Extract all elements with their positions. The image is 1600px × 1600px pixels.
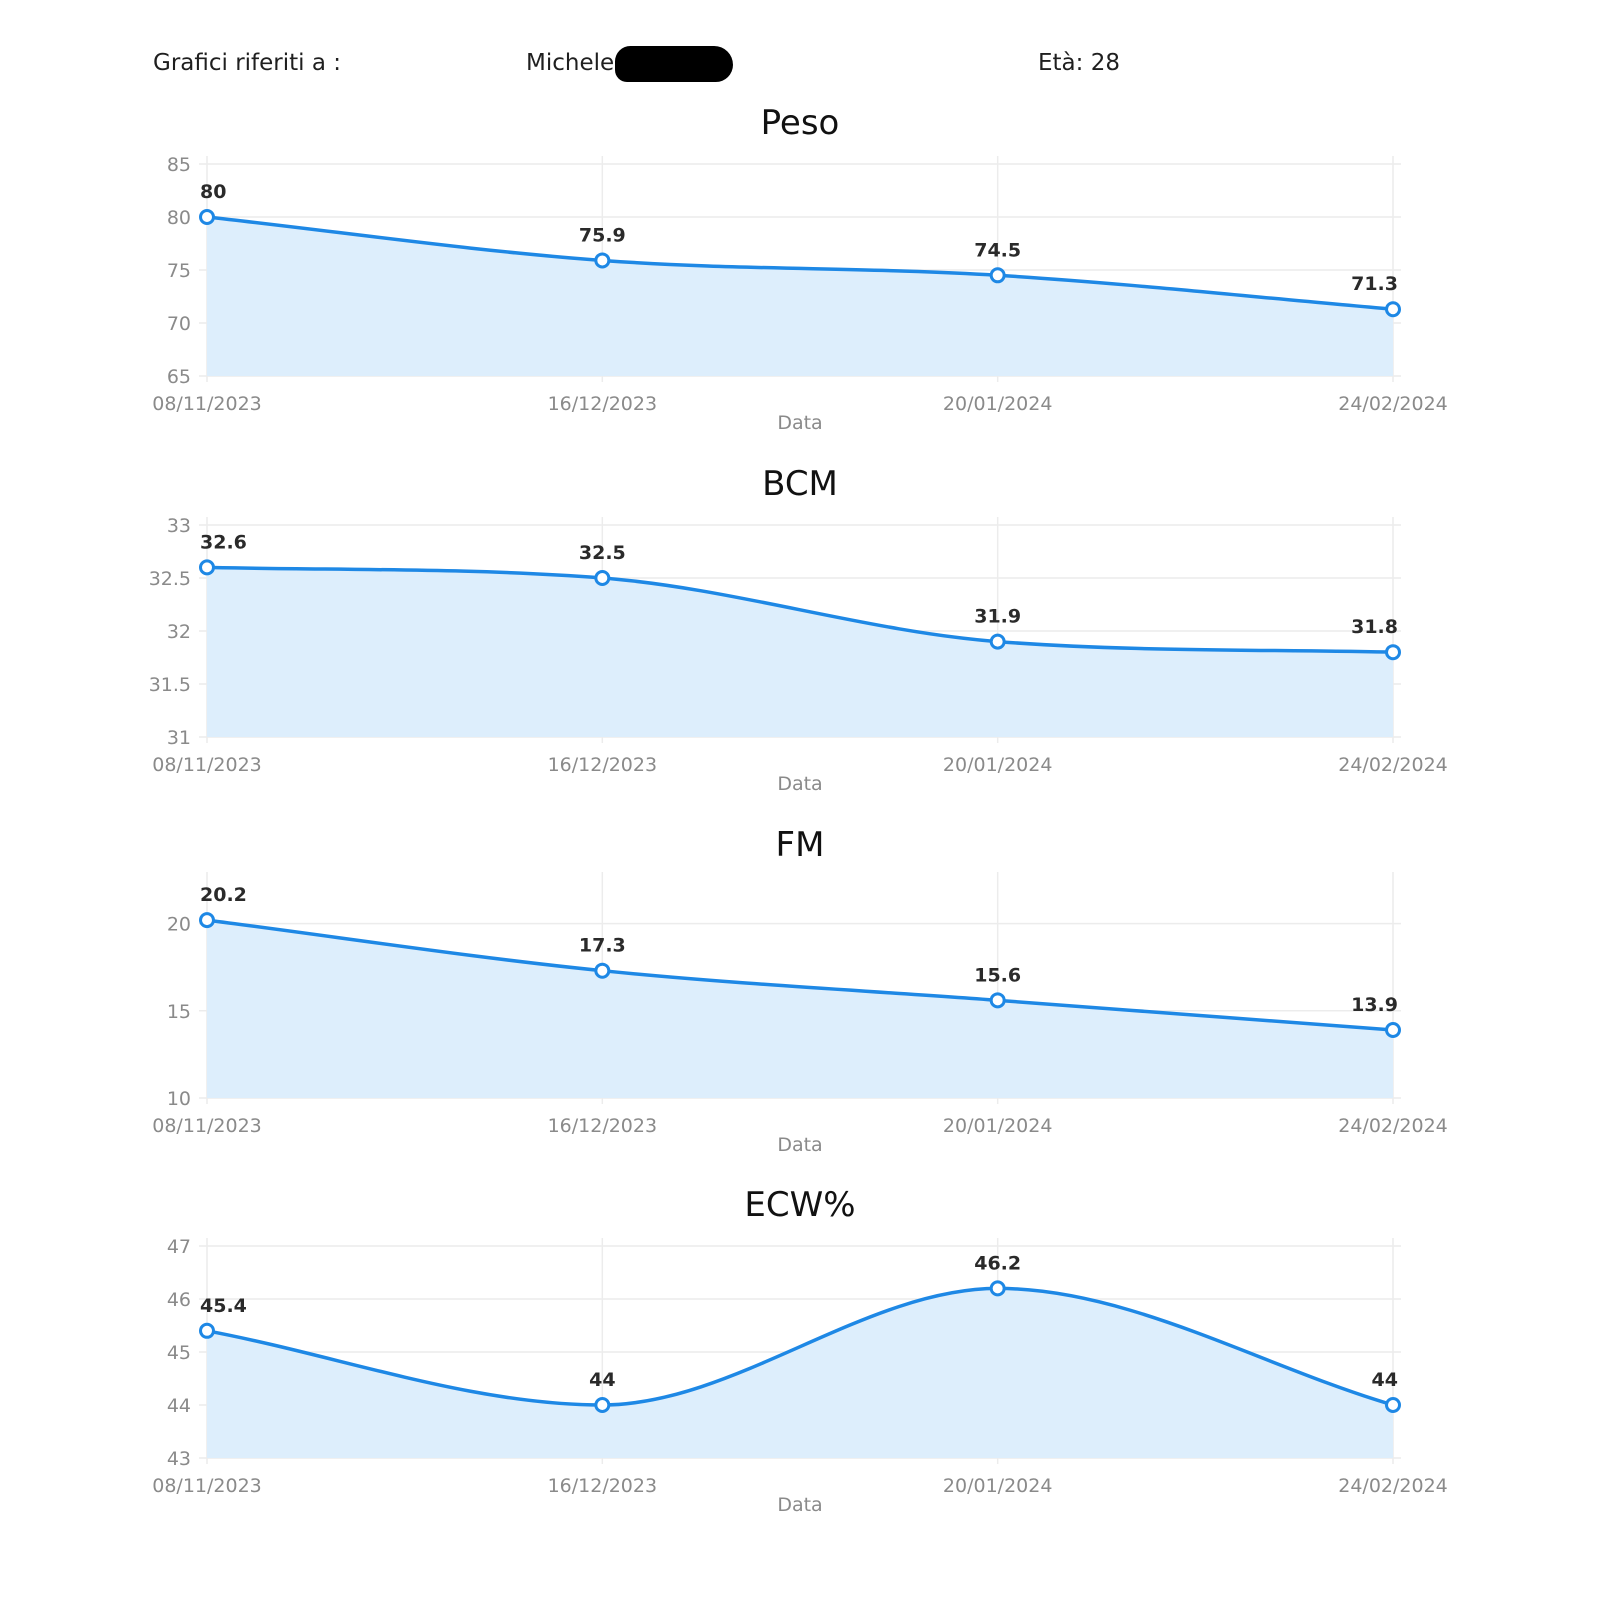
chart-1: BCM 31 31.5 32 32.5 33 08/11/2023 16/12/2023 20/…	[149, 464, 1448, 795]
data-point	[1385, 1021, 1401, 1038]
series-line	[206, 918, 1394, 1032]
y-tick-label: 31	[167, 727, 191, 749]
data-point	[199, 1322, 215, 1339]
data-label: 46.2	[974, 1252, 1021, 1274]
x-tick-label: 16/12/2023	[548, 1475, 658, 1497]
data-point	[594, 1397, 611, 1413]
data-label: 32.6	[200, 531, 247, 553]
x-axis-title: Data	[777, 412, 822, 434]
x-tick-label: 24/02/2024	[1338, 393, 1448, 415]
x-tick-label: 16/12/2023	[548, 393, 658, 415]
y-tick-label: 33	[167, 515, 191, 537]
y-tick-label: 65	[167, 366, 191, 388]
series-area	[207, 1288, 1393, 1458]
y-tick-label: 46	[167, 1289, 191, 1311]
data-label: 45.4	[200, 1295, 247, 1317]
data-point	[1385, 301, 1401, 318]
y-tick-label: 10	[167, 1088, 191, 1110]
data-point	[594, 252, 611, 269]
data-point	[989, 992, 1006, 1009]
x-tick-label: 24/02/2024	[1338, 1475, 1448, 1497]
chart-3: ECW% 43 44 45 46 47 08/11/2023 16/12/2023 20/01/…	[152, 1185, 1448, 1516]
x-tick-label: 08/11/2023	[152, 1115, 262, 1137]
y-tick-label: 80	[167, 207, 191, 229]
data-label: 31.8	[1351, 616, 1398, 638]
chart-title: Peso	[761, 103, 840, 143]
data-label: 32.5	[579, 542, 626, 564]
x-tick-label: 20/01/2024	[943, 1115, 1053, 1137]
x-tick-label: 16/12/2023	[548, 754, 658, 776]
data-label: 13.9	[1351, 994, 1398, 1016]
x-tick-label: 20/01/2024	[943, 393, 1053, 415]
data-point	[1385, 644, 1401, 661]
chart-title: BCM	[762, 464, 838, 504]
y-tick-label: 43	[167, 1448, 191, 1470]
data-point	[989, 267, 1006, 284]
data-point	[594, 570, 611, 586]
data-label: 71.3	[1351, 273, 1398, 295]
chart-2: FM 10 15 20 08/11/2023 16/12/2023 20/01/2024 24…	[152, 825, 1448, 1156]
y-tick-label: 32.5	[149, 568, 191, 590]
y-tick-label: 70	[167, 313, 191, 335]
y-tick-label: 85	[167, 154, 191, 176]
data-point	[989, 1280, 1006, 1297]
y-tick-label: 32	[167, 621, 191, 643]
y-tick-label: 15	[167, 1001, 191, 1023]
data-point	[199, 912, 215, 929]
x-tick-label: 20/01/2024	[943, 1475, 1053, 1497]
data-label: 44	[589, 1369, 615, 1391]
y-tick-label: 47	[167, 1236, 191, 1258]
x-axis-title: Data	[777, 773, 822, 795]
x-tick-label: 08/11/2023	[152, 1475, 262, 1497]
data-point	[199, 209, 215, 225]
data-point	[594, 962, 611, 979]
y-tick-label: 44	[167, 1395, 191, 1417]
series-area	[207, 920, 1393, 1098]
chart-0: Peso 65 70 75 80 85 08/11/2023 16/12/2023 20/01/…	[152, 103, 1448, 434]
data-label: 75.9	[579, 224, 626, 246]
y-tick-label: 31.5	[149, 674, 191, 696]
data-label: 20.2	[200, 884, 247, 906]
y-tick-label: 20	[167, 914, 191, 936]
chart-title: FM	[776, 825, 825, 865]
x-axis-title: Data	[777, 1134, 822, 1156]
y-tick-label: 45	[167, 1342, 191, 1364]
data-label: 17.3	[579, 935, 626, 957]
chart-title: ECW%	[744, 1185, 855, 1225]
series-line	[206, 1286, 1394, 1407]
report-header: Grafici riferiti a : Michele Età: 28	[0, 0, 1600, 100]
redaction-mark	[615, 46, 733, 82]
patient-name: Michele	[526, 50, 615, 76]
x-axis-title: Data	[777, 1494, 822, 1516]
x-tick-label: 20/01/2024	[943, 754, 1053, 776]
data-point	[989, 633, 1006, 650]
y-tick-label: 75	[167, 260, 191, 282]
header-label: Grafici riferiti a :	[153, 50, 342, 76]
series-line	[206, 565, 1394, 654]
series-area	[207, 567, 1393, 737]
x-tick-label: 24/02/2024	[1338, 754, 1448, 776]
data-label: 31.9	[974, 606, 1021, 628]
data-label: 44	[1372, 1369, 1398, 1391]
data-label: 80	[200, 181, 226, 203]
data-label: 15.6	[974, 964, 1021, 986]
x-tick-label: 08/11/2023	[152, 393, 262, 415]
patient-age: Età: 28	[1038, 50, 1120, 76]
data-label: 74.5	[974, 239, 1021, 261]
series-area	[207, 217, 1393, 376]
series-line	[206, 215, 1394, 311]
x-tick-label: 16/12/2023	[548, 1115, 658, 1137]
x-tick-label: 24/02/2024	[1338, 1115, 1448, 1137]
x-tick-label: 08/11/2023	[152, 754, 262, 776]
data-point	[199, 559, 215, 576]
data-point	[1385, 1397, 1401, 1413]
